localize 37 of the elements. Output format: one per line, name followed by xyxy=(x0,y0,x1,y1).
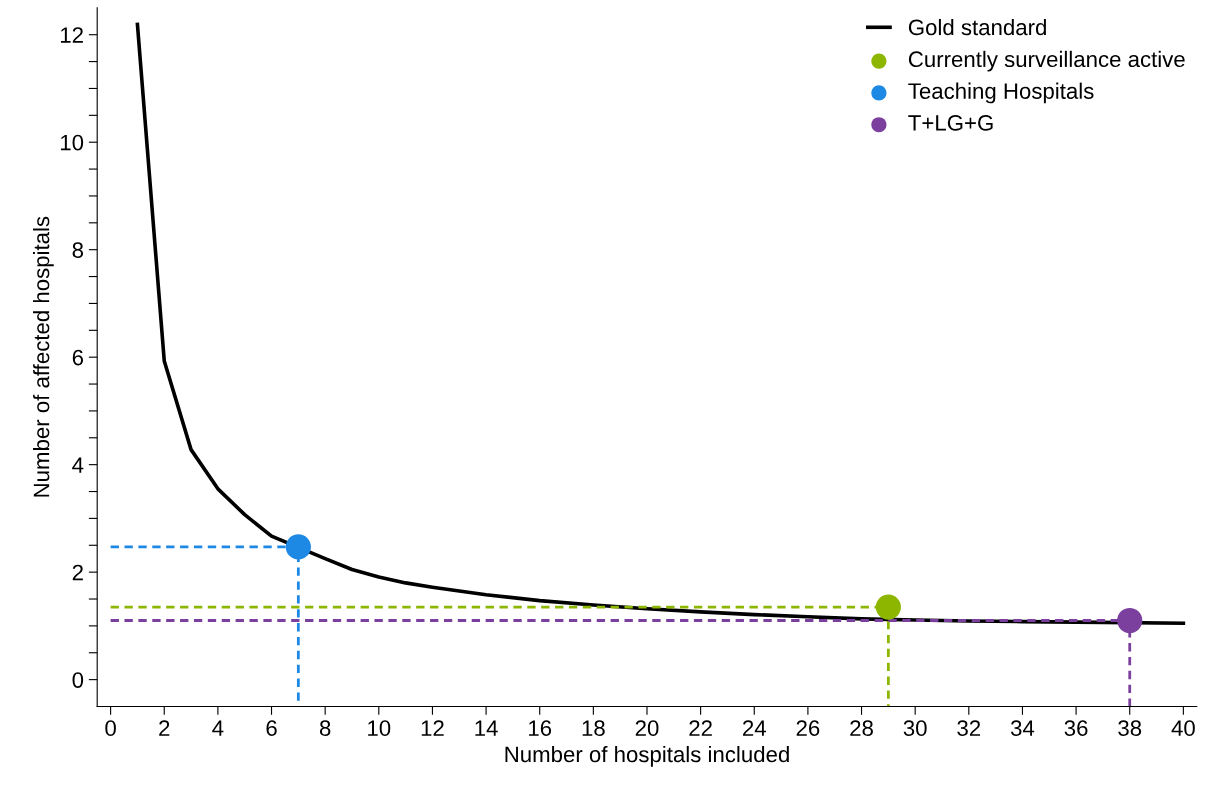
point xyxy=(875,594,901,620)
legend-label: Teaching Hospitals xyxy=(908,82,1094,104)
legend-label: Currently surveillance active xyxy=(908,50,1185,72)
x-axis-title: Number of hospitals included xyxy=(505,745,789,767)
x-tick-label: 30 xyxy=(903,720,927,737)
legend-label: T+LG+G xyxy=(908,115,993,131)
x-tick-label: 22 xyxy=(689,720,712,736)
x-tick-label: 14 xyxy=(475,720,498,736)
point xyxy=(285,534,311,560)
legend-label: Gold standard xyxy=(908,18,1046,36)
x-tick-label: 40 xyxy=(1171,720,1195,737)
x-tick-label: 24 xyxy=(743,720,766,736)
x-tick-label: 8 xyxy=(319,720,331,737)
y-axis-title: Number of affected hospitals xyxy=(33,216,54,497)
x-tick-label: 32 xyxy=(957,720,981,737)
x-tick-label: 26 xyxy=(796,720,820,737)
x-tick-label: 10 xyxy=(368,720,391,737)
point xyxy=(1117,607,1143,634)
x-tick-label: 6 xyxy=(266,720,277,737)
y-tick-label: 4 xyxy=(72,457,84,473)
x-tick-label: 34 xyxy=(1010,720,1035,737)
x-tick-label: 0 xyxy=(105,720,116,737)
y-tick-label: 0 xyxy=(72,672,84,688)
y-tick-label: 8 xyxy=(72,242,84,258)
x-tick-label: 28 xyxy=(850,720,873,737)
x-tick-label: 16 xyxy=(529,720,552,737)
x-tick-label: 4 xyxy=(212,720,224,736)
y-tick-label: 2 xyxy=(72,564,83,581)
x-tick-label: 36 xyxy=(1064,720,1088,737)
x-tick-label: 38 xyxy=(1118,720,1142,737)
y-tick-label: 10 xyxy=(60,134,84,151)
x-tick-label: 12 xyxy=(421,720,444,736)
y-tick-label: 6 xyxy=(72,349,84,366)
x-tick-label: 18 xyxy=(582,720,605,737)
y-tick-label: 12 xyxy=(60,27,83,43)
x-tick-label: 2 xyxy=(159,720,170,736)
x-tick-label: 20 xyxy=(635,720,659,737)
